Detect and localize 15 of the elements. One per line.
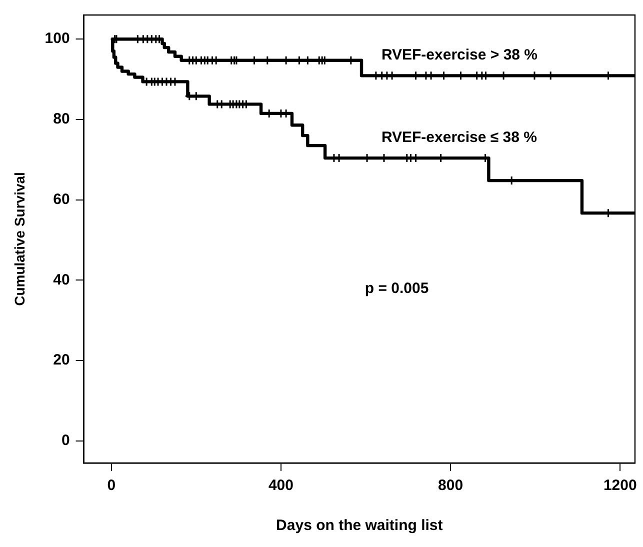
y-tick-label: 20	[53, 352, 70, 369]
x-tick-label: 800	[438, 477, 464, 494]
annotation: p = 0.005	[364, 280, 429, 297]
y-tick-label: 60	[53, 190, 70, 208]
x-axis-title: Days on the waiting list	[276, 517, 443, 534]
x-tick-label: 0	[107, 477, 116, 494]
series-label: RVEF-exercise > 38 %	[381, 46, 538, 64]
series-label: RVEF-exercise ≤ 38 %	[381, 129, 537, 146]
y-tick-label: 80	[53, 110, 70, 128]
y-tick-label: 100	[44, 30, 70, 48]
x-tick-label: 1200	[603, 477, 637, 494]
y-tick-label: 0	[61, 432, 70, 450]
y-axis-title: Cumulative Survival	[11, 172, 28, 306]
y-tick-label: 40	[53, 271, 70, 288]
x-tick-label: 400	[268, 477, 294, 494]
